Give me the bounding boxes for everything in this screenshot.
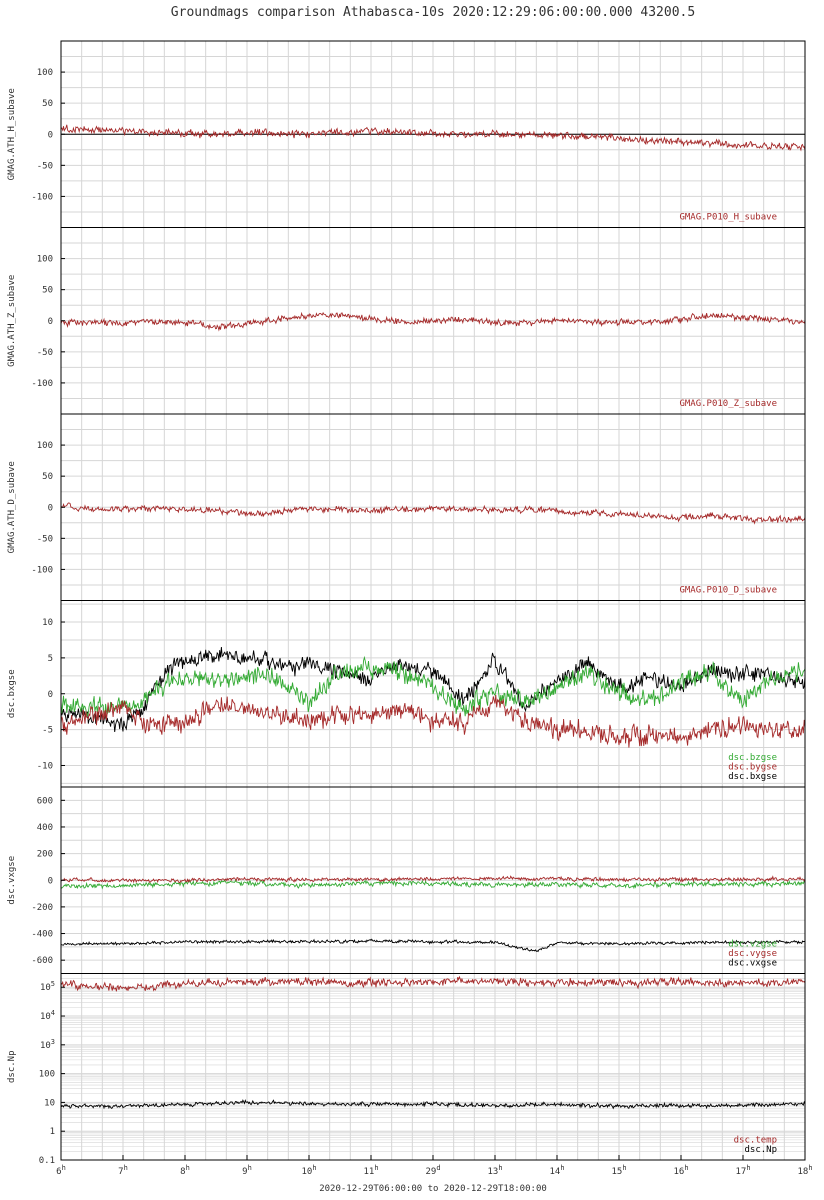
chart-title: Groundmags comparison Athabasca-10s 2020…: [171, 5, 695, 20]
y-tick-label: -50: [37, 534, 53, 544]
y-tick-label: 0: [48, 503, 53, 513]
series-line-dsc-vxgse-green: [60, 879, 806, 890]
y-tick-label: 100: [37, 255, 53, 265]
y-tick-label: 10: [42, 618, 53, 628]
y-tick-label: 50: [42, 99, 53, 109]
x-tick-label: 15h: [611, 1164, 626, 1177]
legend-entry: dsc.bzgse: [728, 753, 777, 763]
panel-dsc-bxgse: 1050-5-10dsc.bxgsedsc.bzgsedsc.bygsedsc.…: [7, 600, 806, 788]
y-tick-label: 1: [50, 1127, 55, 1137]
y-axis-label: dsc.Np: [7, 1050, 17, 1083]
panel-gmag-ath-d-subave: 100 50 0 -50 -100 GMAG.ATH_D_subave GMAG.P010_…: [7, 413, 806, 601]
y-tick-label: -400: [31, 930, 53, 940]
y-axis-label: GMAG.ATH_H_subave: [7, 88, 17, 180]
series-line-gmag-ath-d-subave-red: [60, 502, 806, 525]
y-tick-label: 400: [37, 823, 53, 833]
x-axis: 6h 7h 8h 9h 10h 11h 29d 13h 14h 15h 16h 17h 18h: [56, 1155, 813, 1177]
legend-entry: dsc.temp: [734, 1136, 777, 1146]
series-line-dsc-np-red: [60, 975, 806, 992]
legend-entry: dsc.vzgse: [728, 940, 777, 950]
legend-entry: dsc.bxgse: [728, 772, 777, 782]
y-axis-label: GMAG.ATH_Z_subave: [7, 275, 17, 367]
y-tick-label: 0: [48, 130, 53, 140]
y-tick-label: -5: [42, 726, 53, 736]
series-line-gmag-ath-z-subave-red: [60, 311, 806, 332]
y-tick-label: 600: [37, 796, 53, 806]
series-line-dsc-bxgse-green: [60, 655, 806, 719]
y-tick-label: 100: [37, 441, 53, 451]
legend-entry: GMAG.P010_Z_subave: [679, 399, 777, 409]
y-tick-label: 105: [40, 980, 55, 993]
y-tick-label: 104: [40, 1009, 55, 1022]
x-tick-label: 18h: [797, 1164, 812, 1177]
series-line-dsc-bxgse-black: [60, 647, 806, 733]
panel-gmag-ath-h-subave: 100 50 0 -50 -100 GMAG.ATH_H_subave GMAG.P010_…: [7, 40, 806, 228]
series-line-dsc-np-black: [60, 1099, 806, 1110]
series-line-dsc-bxgse-red: [60, 694, 806, 748]
y-tick-label: 0.1: [39, 1156, 55, 1166]
y-tick-label: 100: [39, 1070, 55, 1080]
y-axis-label: dsc.vxgse: [7, 856, 17, 905]
x-tick-label: 10h: [301, 1164, 316, 1177]
y-tick-label: -100: [31, 192, 53, 202]
legend-entry: dsc.vxgse: [728, 959, 777, 969]
x-tick-label: 7h: [118, 1164, 128, 1177]
y-tick-label: -100: [31, 565, 53, 575]
x-tick-label: 13h: [487, 1164, 502, 1177]
y-tick-label: 10: [44, 1098, 55, 1108]
legend-entry: dsc.Np: [744, 1145, 777, 1155]
x-tick-label: 16h: [673, 1164, 688, 1177]
y-tick-label: -100: [31, 379, 53, 389]
series-line-dsc-vxgse-red: [60, 875, 806, 884]
y-tick-label: 0: [48, 317, 53, 327]
y-tick-label: -200: [31, 903, 53, 913]
y-tick-label: 0: [48, 690, 53, 700]
legend-entry: GMAG.P010_H_subave: [679, 213, 777, 223]
series-line-gmag-ath-h-subave-red: [60, 124, 806, 152]
y-tick-label: 50: [42, 286, 53, 296]
y-tick-label: -600: [31, 956, 53, 966]
panel-dsc-vxgse: 600 400 200 0 -200 -400 -600 dsc.vxgse dsc.vzgse…: [7, 786, 806, 974]
x-tick-label: 14h: [549, 1164, 564, 1177]
y-tick-label: 50: [42, 472, 53, 482]
panel-gmag-ath-z-subave: 100 50 0 -50 -100 GMAG.ATH_Z_subave GMAG.P010_…: [7, 227, 806, 415]
y-tick-label: 103: [40, 1038, 55, 1051]
y-tick-label: -50: [37, 348, 53, 358]
panels-group: 100500-50-100GMAG.ATH_H_subaveGMAG.P010_…: [7, 40, 806, 1166]
x-tick-label: 29d: [425, 1164, 440, 1177]
y-axis-label: GMAG.ATH_D_subave: [7, 461, 17, 553]
x-tick-label: 11h: [363, 1164, 378, 1177]
x-tick-label: 17h: [735, 1164, 750, 1177]
series-line-dsc-vxgse-black: [60, 938, 806, 953]
y-tick-label: 0: [48, 876, 53, 886]
x-tick-label: 9h: [242, 1164, 252, 1177]
y-tick-label: 5: [48, 654, 53, 664]
x-tick-label: 6h: [56, 1164, 66, 1177]
y-tick-label: -10: [37, 761, 53, 771]
x-tick-label: 8h: [180, 1164, 190, 1177]
legend-entry: GMAG.P010_D_subave: [679, 586, 777, 596]
y-tick-label: 200: [37, 850, 53, 860]
y-axis-label: dsc.bxgse: [7, 669, 17, 718]
y-tick-label: -50: [37, 161, 53, 171]
legend-entry: dsc.vygse: [728, 949, 777, 959]
legend-entry: dsc.bygse: [728, 763, 777, 773]
x-range-footer: 2020-12-29T06:00:00 to 2020-12-29T18:00:…: [319, 1184, 547, 1194]
y-tick-label: 100: [37, 68, 53, 78]
